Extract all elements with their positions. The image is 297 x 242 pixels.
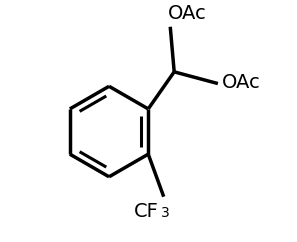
Text: CF: CF <box>134 203 159 221</box>
Text: OAc: OAc <box>221 73 260 92</box>
Text: 3: 3 <box>161 206 170 220</box>
Text: OAc: OAc <box>168 4 207 23</box>
